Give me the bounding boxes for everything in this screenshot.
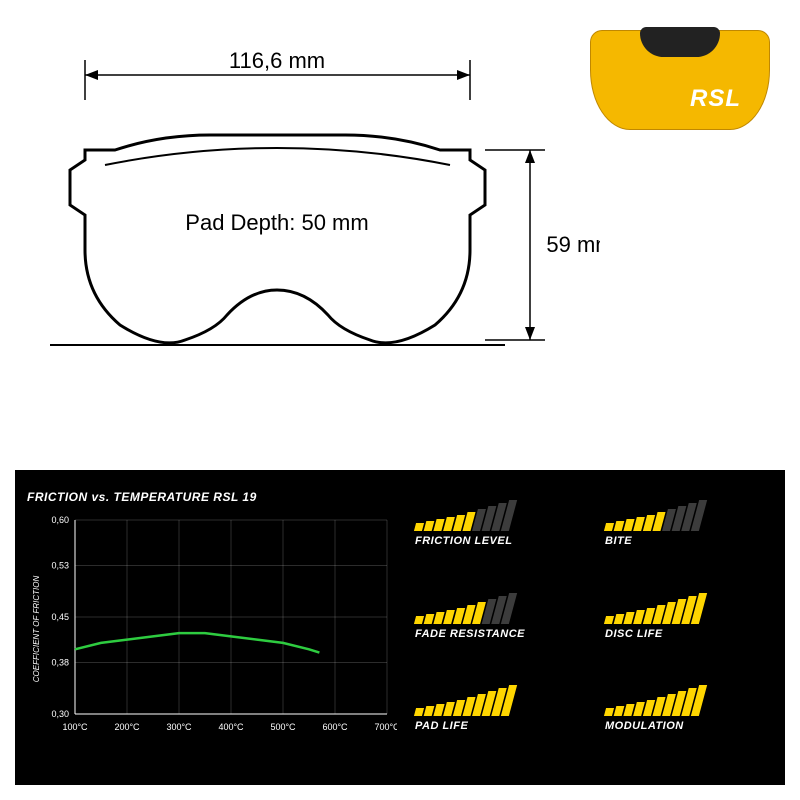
rating-fade-resistance: FADE RESISTANCE [415, 593, 585, 668]
rating-bar [604, 708, 614, 716]
rating-label: BITE [605, 535, 632, 547]
rating-bars [415, 685, 513, 716]
svg-text:200°C: 200°C [114, 722, 140, 732]
chart-svg: COEFFICIENT OF FRICTION 0,30 0,38 0,45 0,53 0… [27, 504, 397, 754]
rating-bar [414, 616, 424, 624]
rating-bite: BITE [605, 500, 775, 575]
rating-modulation: MODULATION [605, 685, 775, 760]
rating-label: FRICTION LEVEL [415, 535, 512, 547]
svg-text:300°C: 300°C [166, 722, 192, 732]
rating-bars [415, 500, 513, 531]
rating-bar [604, 616, 614, 624]
rating-label: DISC LIFE [605, 628, 663, 640]
chart-title: FRICTION vs. TEMPERATURE RSL 19 [27, 490, 397, 504]
rating-friction-level: FRICTION LEVEL [415, 500, 585, 575]
rating-bars [605, 685, 703, 716]
rating-label: MODULATION [605, 720, 684, 732]
rating-bar [414, 708, 424, 716]
pad-slot [640, 27, 720, 57]
upper-section: RSL 116,6 mm 59 mm Pad Depth: 50 mm [0, 0, 800, 440]
svg-text:0,38: 0,38 [51, 657, 69, 667]
ratings-grid: FRICTION LEVEL BITE FADE RESISTANCE DISC LI… [415, 500, 775, 760]
svg-text:600°C: 600°C [322, 722, 348, 732]
rating-bar [414, 523, 424, 531]
rating-label: PAD LIFE [415, 720, 468, 732]
height-dim-label: 59 mm [546, 232, 600, 257]
rating-bars [415, 593, 513, 624]
rating-bar [604, 523, 614, 531]
lower-panel: FRICTION vs. TEMPERATURE RSL 19 COEFFICI… [15, 470, 785, 785]
pad-inner-top [105, 148, 450, 165]
width-dim-label: 116,6 mm [229, 48, 325, 73]
svg-text:0,45: 0,45 [51, 612, 69, 622]
svg-text:0,60: 0,60 [51, 515, 69, 525]
rating-bars [605, 593, 703, 624]
svg-text:COEFFICIENT OF FRICTION: COEFFICIENT OF FRICTION [32, 576, 41, 683]
brand-label: RSL [690, 85, 741, 113]
rating-pad-life: PAD LIFE [415, 685, 585, 760]
svg-text:0,53: 0,53 [51, 560, 69, 570]
svg-text:100°C: 100°C [62, 722, 88, 732]
rating-disc-life: DISC LIFE [605, 593, 775, 668]
svg-text:400°C: 400°C [218, 722, 244, 732]
rating-label: FADE RESISTANCE [415, 628, 525, 640]
svg-text:0,30: 0,30 [51, 709, 69, 719]
pad-diagram: 116,6 mm 59 mm Pad Depth: 50 mm [40, 40, 600, 420]
svg-text:500°C: 500°C [270, 722, 296, 732]
svg-text:700°C: 700°C [374, 722, 397, 732]
pad-depth-label: Pad Depth: 50 mm [185, 210, 368, 235]
friction-chart: FRICTION vs. TEMPERATURE RSL 19 COEFFICI… [27, 490, 397, 770]
product-thumbnail: RSL [580, 15, 780, 145]
pad-outline [70, 135, 485, 343]
rating-bars [605, 500, 703, 531]
